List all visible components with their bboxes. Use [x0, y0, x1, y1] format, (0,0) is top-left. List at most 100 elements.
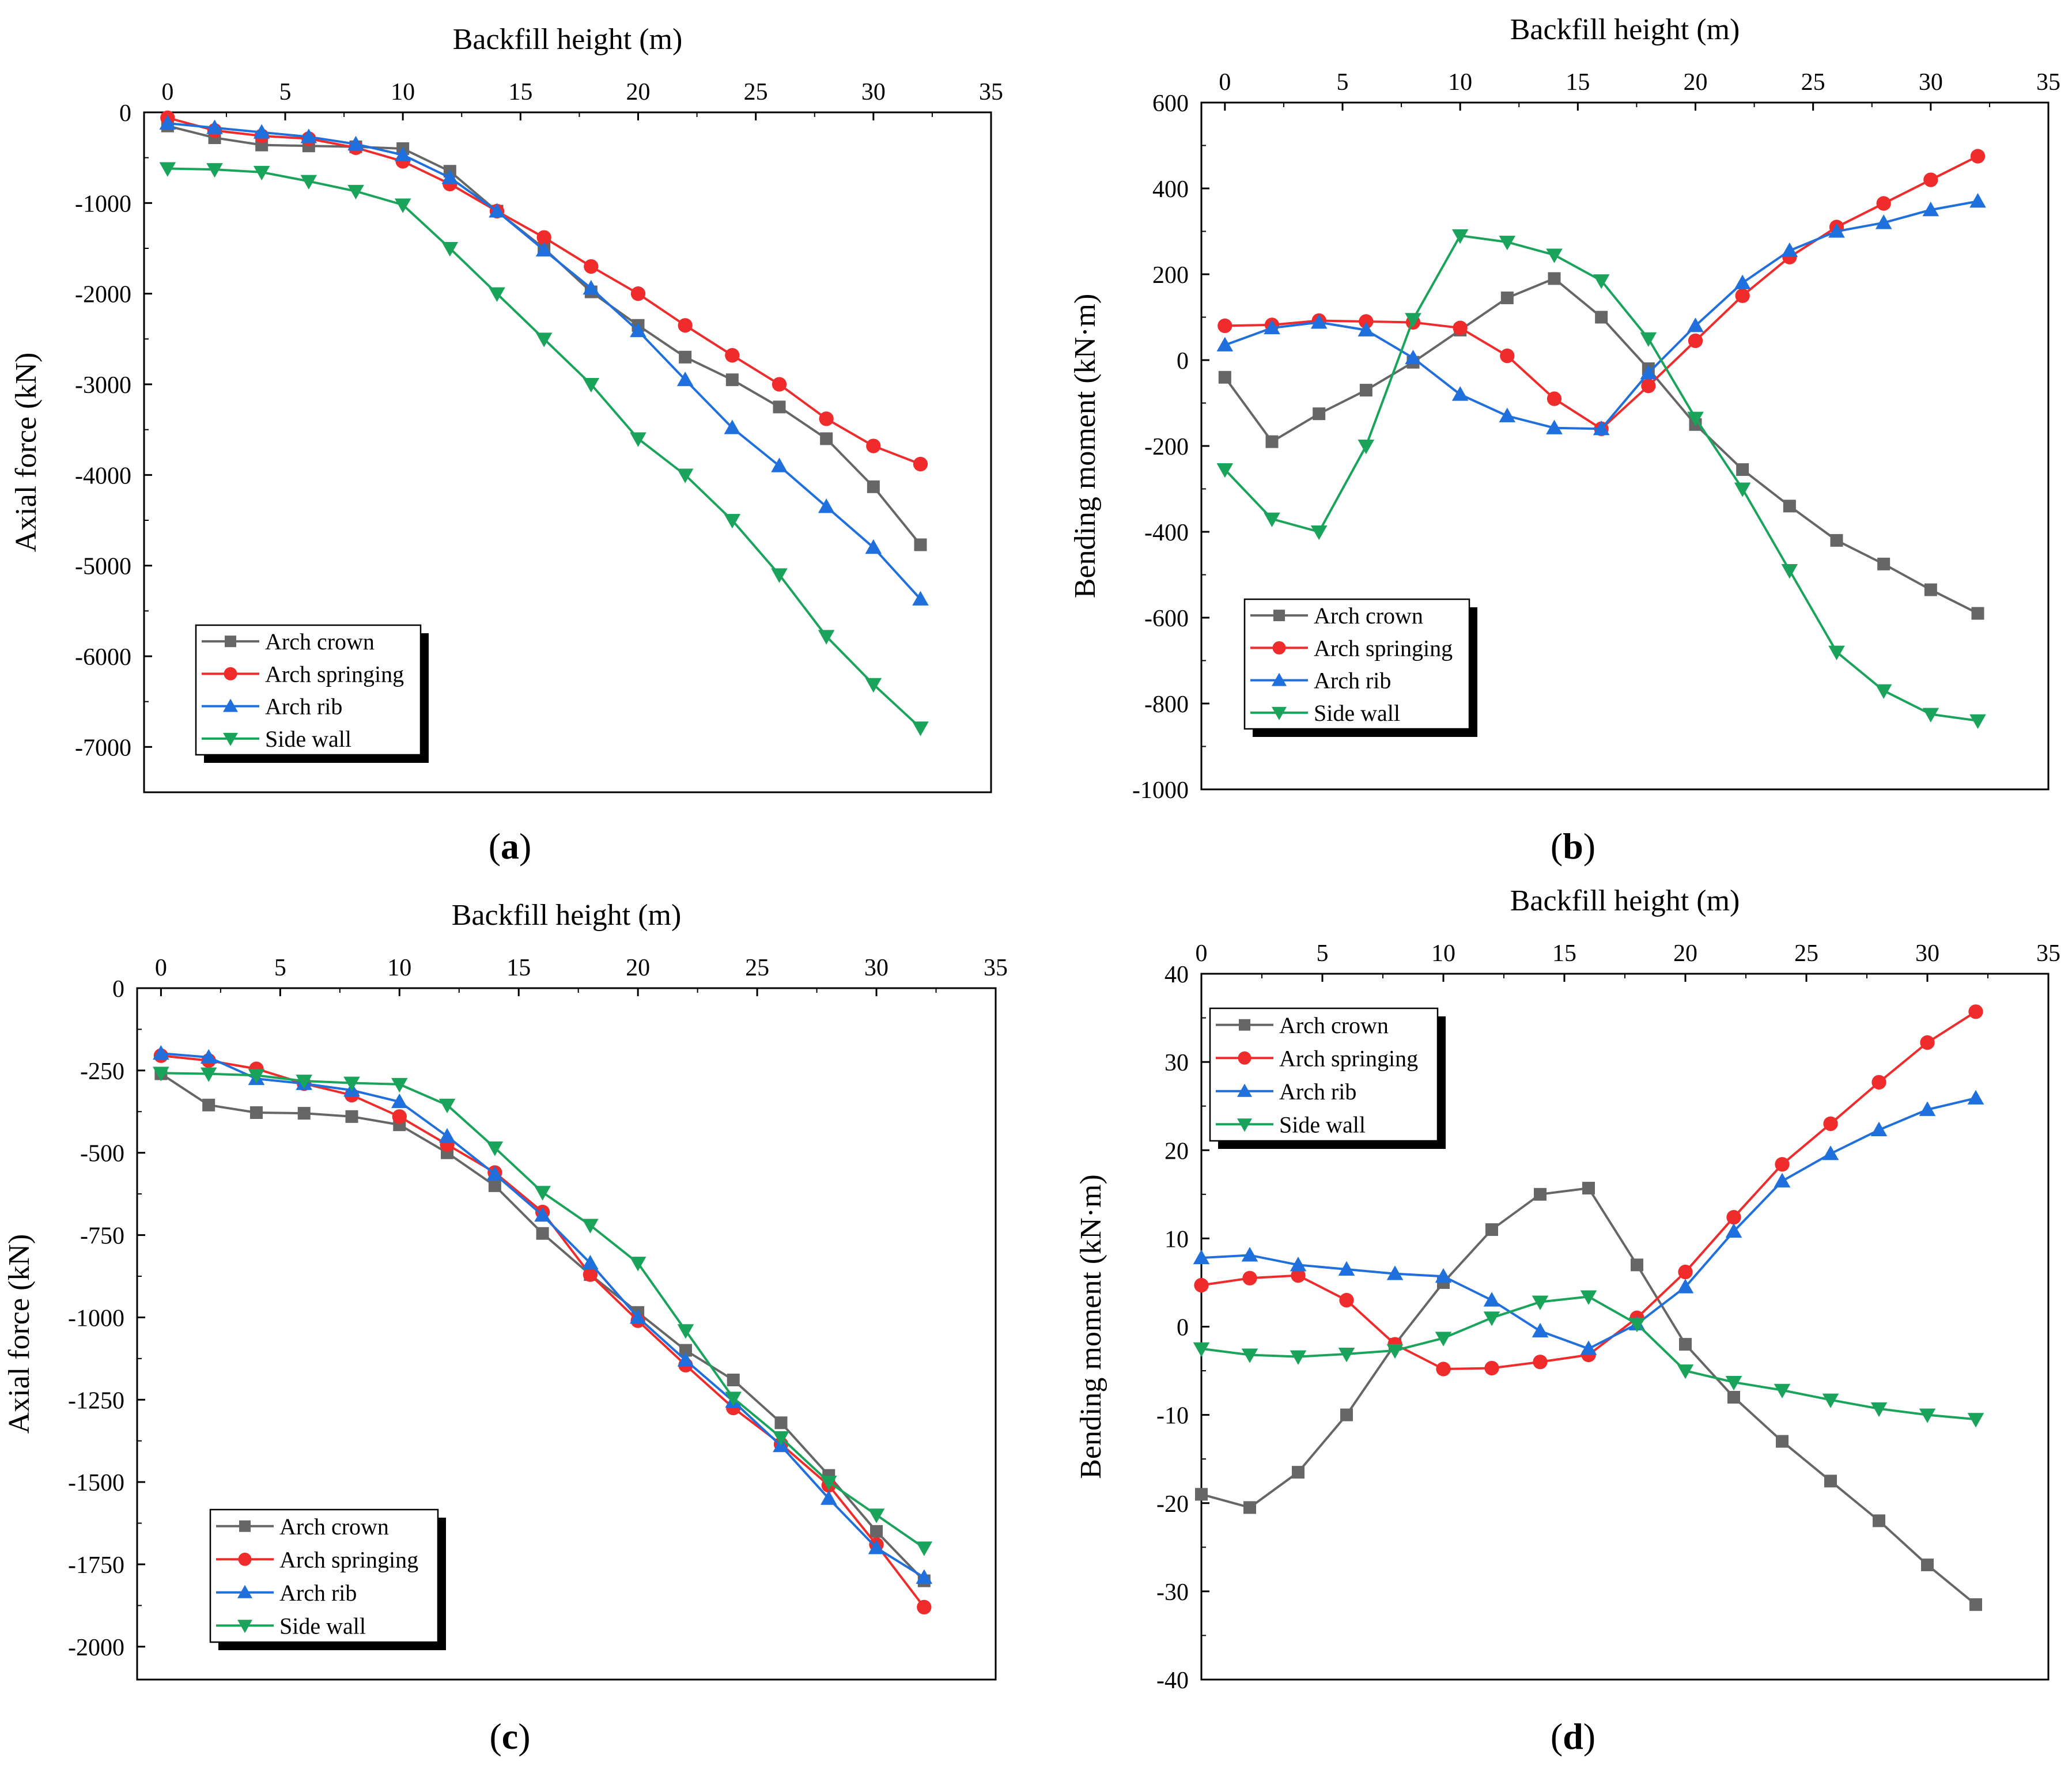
data-point — [345, 1110, 358, 1123]
data-point — [1828, 645, 1845, 660]
data-point — [771, 457, 788, 472]
legend: Arch crown Arch springing Arch rib Side wal… — [195, 624, 429, 763]
data-point — [1405, 313, 1421, 328]
series-side-wall — [153, 1067, 933, 1556]
data-point — [1532, 1295, 1549, 1310]
data-point — [1451, 229, 1469, 244]
x-tick-label: 15 — [506, 955, 531, 981]
data-point — [1548, 272, 1561, 285]
data-point — [868, 1508, 885, 1523]
data-point — [1359, 384, 1372, 397]
data-point — [159, 115, 176, 130]
y-tick-label: 20 — [1164, 1138, 1189, 1164]
data-point — [391, 1077, 408, 1093]
data-point — [1922, 201, 1939, 217]
x-tick-label: 0 — [161, 79, 173, 105]
data-point — [583, 1267, 598, 1282]
data-point — [1241, 1348, 1258, 1363]
y-tick-label: -30 — [1156, 1579, 1189, 1606]
data-point — [913, 456, 928, 472]
legend-swatch-marker — [237, 1585, 252, 1598]
data-point — [486, 1141, 504, 1156]
data-point — [535, 332, 553, 347]
data-point — [347, 135, 364, 151]
data-point — [347, 184, 364, 200]
data-point — [1533, 1355, 1548, 1370]
data-point — [629, 1257, 646, 1272]
data-point — [1547, 391, 1562, 406]
data-point — [1677, 1279, 1694, 1294]
data-point — [773, 400, 786, 414]
data-point — [912, 591, 929, 606]
data-point — [1969, 714, 1986, 729]
data-point — [1967, 1413, 1984, 1428]
data-point — [820, 432, 833, 445]
data-point — [1194, 1277, 1209, 1293]
data-point — [583, 279, 600, 295]
data-point — [1546, 419, 1563, 434]
data-point — [535, 241, 553, 257]
data-point — [1828, 223, 1845, 238]
legend-entry-label: Arch crown — [265, 629, 375, 655]
plot-frame — [143, 111, 992, 793]
data-point — [870, 1525, 883, 1538]
series-line — [161, 1052, 925, 1579]
data-point — [1969, 193, 1986, 208]
y-tick-label: -40 — [1156, 1667, 1189, 1694]
data-point — [1292, 1466, 1305, 1479]
y-tick-label: 0 — [1177, 348, 1189, 375]
data-point — [1735, 288, 1750, 303]
panel-label: (b) — [1551, 826, 1595, 867]
data-point — [725, 373, 739, 387]
y-tick-label: 10 — [1164, 1226, 1189, 1253]
data-point — [1405, 349, 1421, 365]
series-side-wall — [1216, 229, 1986, 729]
data-point — [1875, 684, 1892, 699]
x-tick-label: 0 — [155, 955, 167, 981]
data-point — [206, 119, 223, 134]
data-point — [679, 350, 692, 364]
data-point — [1967, 1090, 1984, 1105]
x-tick-label: 10 — [1448, 69, 1472, 96]
legend: Arch crown Arch springing Arch rib Side wal… — [209, 1508, 446, 1650]
data-point — [1435, 1332, 1452, 1347]
legend-swatch-marker — [223, 732, 238, 746]
data-point — [206, 163, 223, 178]
data-point — [1774, 1383, 1791, 1399]
data-point — [868, 1540, 885, 1555]
plot-frame — [136, 987, 997, 1681]
series-arch-crown — [1195, 1182, 1982, 1611]
data-point — [1313, 407, 1326, 421]
legend-swatch-marker — [225, 636, 236, 648]
data-point — [249, 1106, 263, 1119]
data-point — [676, 371, 694, 387]
data-point — [1310, 314, 1328, 329]
panel-letter: b — [1563, 826, 1583, 867]
data-point — [1500, 291, 1514, 304]
series-line — [167, 122, 921, 600]
panel-label: (d) — [1551, 1716, 1595, 1757]
data-point — [1218, 318, 1232, 334]
x-tick-label: 20 — [626, 79, 651, 105]
data-point — [159, 162, 176, 177]
data-point — [1830, 534, 1843, 547]
series-line — [160, 1072, 925, 1582]
legend-swatch-marker — [1272, 641, 1286, 655]
x-tick-label: 5 — [1317, 940, 1329, 967]
data-point — [914, 538, 927, 551]
data-point — [1870, 1402, 1888, 1417]
data-point — [1822, 1393, 1839, 1408]
data-point — [1435, 1268, 1452, 1283]
data-point — [774, 1416, 788, 1430]
data-point — [1580, 1290, 1597, 1305]
data-point — [391, 1093, 408, 1109]
data-point — [297, 1107, 311, 1120]
data-point — [773, 1431, 789, 1446]
series-arch-rib — [1216, 193, 1986, 436]
y-tick-label: -800 — [1144, 691, 1189, 718]
legend-swatch-marker — [1237, 1083, 1252, 1097]
data-point — [1534, 1188, 1547, 1201]
data-point — [866, 438, 881, 453]
series-side-wall — [1193, 1290, 1984, 1428]
data-point — [1679, 1338, 1692, 1351]
